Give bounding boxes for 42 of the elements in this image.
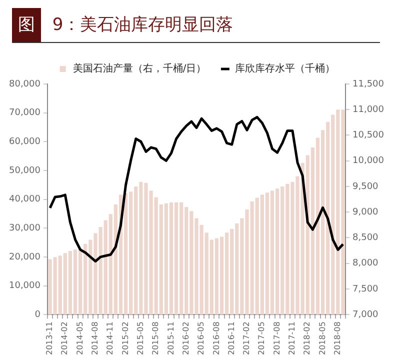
x-tick-label: 2015-05 bbox=[136, 322, 146, 356]
y2-tick-label: 7,000 bbox=[352, 310, 379, 320]
y2-tick-label: 8,500 bbox=[352, 233, 379, 244]
x-tick-label: 2017-02 bbox=[242, 322, 252, 356]
x-tick-label: 2014-08 bbox=[90, 322, 100, 356]
x-tick-label: 2014-11 bbox=[106, 322, 115, 356]
y-tick-label: 60,000 bbox=[8, 136, 41, 147]
x-tick-label: 2018-05 bbox=[318, 322, 327, 356]
y2-tick-label: 10,000 bbox=[352, 156, 384, 166]
y-tick-label: 10,000 bbox=[8, 281, 41, 292]
x-tick-label: 2015-02 bbox=[120, 322, 130, 356]
x-tick-label: 2013-11 bbox=[45, 322, 54, 356]
y2-tick-label: 9,000 bbox=[352, 207, 379, 218]
y2-tick-label: 10,500 bbox=[352, 130, 384, 141]
y-tick-label: 0 bbox=[34, 310, 41, 320]
legend-label: 库欣库存水平（千桶） bbox=[235, 62, 336, 75]
x-tick-label: 2016-08 bbox=[212, 322, 221, 356]
chart-title: 图 9：美石油库存明显回落 bbox=[12, 8, 380, 43]
x-tick-label: 2015-11 bbox=[166, 322, 176, 356]
y2-tick-label: 7,500 bbox=[352, 284, 379, 294]
x-tick-label: 2017-11 bbox=[288, 322, 297, 356]
y-tick-label: 50,000 bbox=[8, 166, 41, 176]
x-tick-label: 2016-11 bbox=[226, 322, 236, 356]
legend-label: 美国石油产量（右，千桶/日） bbox=[72, 62, 206, 75]
x-tick-label: 2014-02 bbox=[60, 322, 70, 356]
x-tick-label: 2016-05 bbox=[196, 322, 206, 356]
y2-tick-label: 8,000 bbox=[352, 258, 379, 269]
y-tick-label: 40,000 bbox=[8, 194, 41, 205]
x-tick-label: 2017-05 bbox=[257, 322, 266, 356]
y2-tick-label: 11,000 bbox=[352, 104, 384, 115]
x-tick-label: 2014-05 bbox=[75, 322, 84, 356]
x-tick-label: 2017-08 bbox=[272, 322, 282, 356]
x-tick-label: 2016-02 bbox=[181, 322, 190, 356]
y-tick-label: 80,000 bbox=[8, 79, 41, 90]
x-tick-label: 2018-08 bbox=[333, 322, 342, 356]
y-tick-label: 70,000 bbox=[8, 108, 41, 118]
y2-tick-label: 11,500 bbox=[352, 79, 384, 90]
y2-tick-label: 9,500 bbox=[352, 182, 379, 192]
y-tick-label: 20,000 bbox=[8, 252, 41, 262]
x-tick-label: 2018-02 bbox=[302, 322, 312, 356]
x-tick-label: 2015-08 bbox=[151, 322, 160, 356]
y-tick-label: 30,000 bbox=[8, 223, 41, 234]
